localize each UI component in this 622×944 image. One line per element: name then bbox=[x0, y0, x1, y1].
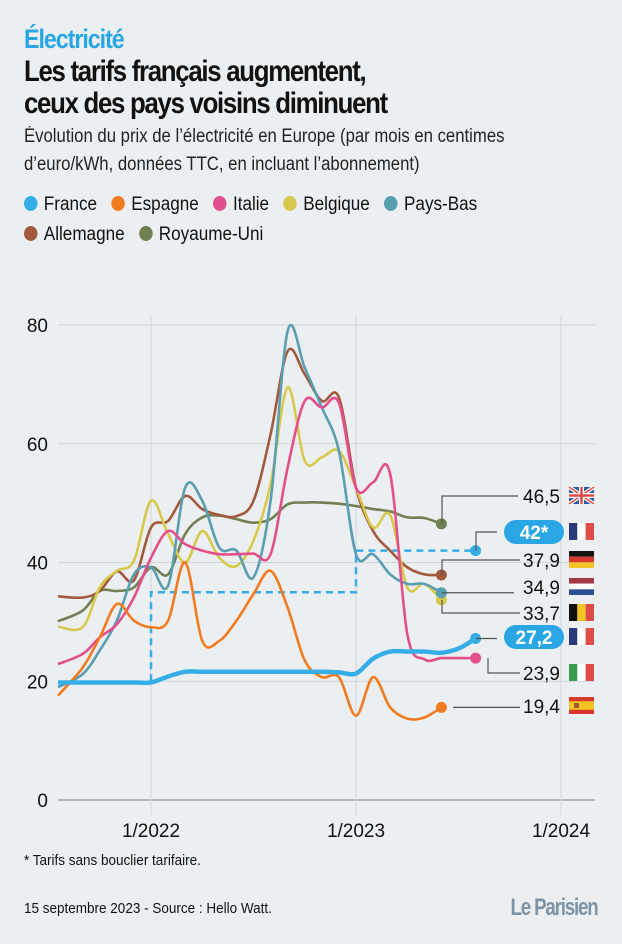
france-flag bbox=[569, 523, 594, 540]
legend-label: Allemagne bbox=[43, 224, 125, 245]
x-tick-label: 1/2023 bbox=[327, 821, 385, 842]
legend-label: Pays-Bas bbox=[404, 194, 478, 215]
x-tick-label: 1/2024 bbox=[532, 821, 591, 842]
series-line-france bbox=[58, 636, 477, 686]
footnote: * Tarifs sans bouclier tarifaire. bbox=[24, 852, 201, 869]
legend-dot bbox=[139, 226, 153, 241]
germany-flag bbox=[569, 551, 594, 568]
end-label-belgique: 33,7 bbox=[523, 604, 560, 625]
end-label-pays-bas: 34,9 bbox=[523, 578, 560, 599]
uk-flag bbox=[567, 485, 596, 506]
y-tick-label: 60 bbox=[27, 435, 48, 456]
legend-label: Royaume-Uni bbox=[158, 224, 264, 245]
x-tick-label: 1/2022 bbox=[122, 821, 180, 842]
legend-item-espagne: Espagne bbox=[111, 190, 199, 220]
series-line-espagne bbox=[57, 561, 443, 721]
legend-dot bbox=[384, 196, 398, 211]
legend-label: Italie bbox=[232, 194, 270, 215]
legend-item-belgique: Belgique bbox=[283, 190, 370, 220]
legend-dot bbox=[24, 196, 38, 211]
le-parisien-logo: Le Parisien bbox=[510, 894, 599, 921]
label-connector bbox=[441, 495, 518, 524]
legend-label: Espagne bbox=[131, 194, 199, 215]
legend-item-italie: Italie bbox=[213, 190, 269, 220]
end-point-espagne bbox=[435, 701, 447, 713]
source: 15 septembre 2023 - Source : Hello Watt. bbox=[24, 900, 272, 917]
label-connector bbox=[441, 599, 520, 614]
end-label-royaume-uni: 46,5 bbox=[523, 487, 560, 508]
belgium-flag bbox=[569, 604, 594, 621]
label-connector bbox=[487, 658, 520, 674]
legend-item-royaume-uni: Royaume-Uni bbox=[139, 220, 263, 250]
end-point-pays-bas bbox=[435, 587, 447, 599]
france-flag bbox=[569, 628, 594, 645]
chart-title: Les tarifs français augmentent, ceux des… bbox=[24, 55, 388, 120]
end-point-france bbox=[470, 633, 482, 644]
label-connector bbox=[441, 559, 520, 575]
label-connector bbox=[475, 531, 497, 551]
end-point-italie bbox=[470, 652, 482, 664]
series-line-royaume-uni bbox=[57, 501, 442, 623]
legend-dot bbox=[111, 196, 125, 211]
y-tick-label: 0 bbox=[37, 791, 48, 812]
spain-flag bbox=[569, 697, 594, 714]
netherlands-flag bbox=[569, 578, 594, 595]
legend-item-allemagne: Allemagne bbox=[24, 220, 125, 250]
y-tick-label: 80 bbox=[27, 316, 48, 337]
kicker: Électricité bbox=[24, 24, 125, 54]
line-chart: 0 20 40 60 80 1/2022 1/2023 1/2024 46,5 42* 37,9 34… bbox=[27, 315, 596, 842]
title-line-1: Les tarifs français augmentent, bbox=[24, 55, 367, 88]
legend-dot bbox=[24, 226, 38, 241]
series-line-france-without-shield bbox=[149, 549, 476, 682]
series-line-allemagne bbox=[57, 347, 442, 600]
legend-item-france: France bbox=[24, 190, 97, 220]
highlight-pill bbox=[504, 520, 564, 544]
end-label-espagne: 19,4 bbox=[523, 697, 560, 718]
legend: France Espagne Italie Belgique Pays-Bas Allem… bbox=[24, 190, 564, 250]
legend-label: Belgique bbox=[303, 194, 370, 215]
chart-subtitle: Évolution du prix de l’électricité en Eu… bbox=[24, 126, 505, 175]
title-line-2: ceux des pays voisins diminuent bbox=[24, 87, 388, 120]
end-label-france: 27,2 bbox=[516, 628, 553, 649]
legend-label: France bbox=[43, 194, 98, 215]
y-tick-label: 40 bbox=[27, 554, 48, 575]
end-label-italie: 23,9 bbox=[523, 664, 560, 685]
legend-dot bbox=[213, 196, 227, 211]
highlight-pill bbox=[504, 625, 564, 649]
italy-flag bbox=[569, 664, 594, 681]
legend-dot bbox=[283, 196, 297, 211]
end-label-france: 42* bbox=[520, 523, 549, 544]
series-line-italie bbox=[57, 396, 476, 666]
end-label-allemagne: 37,9 bbox=[523, 551, 560, 572]
legend-item-pays-bas: Pays-Bas bbox=[384, 190, 477, 220]
series-line-belgique bbox=[57, 386, 443, 632]
y-tick-label: 20 bbox=[27, 672, 48, 693]
